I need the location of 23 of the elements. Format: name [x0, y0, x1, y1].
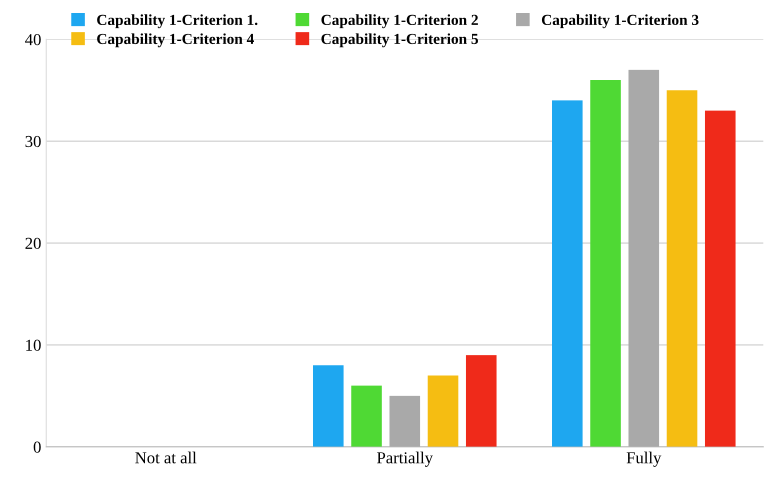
bar — [590, 80, 621, 447]
bar — [389, 396, 420, 447]
bar — [466, 355, 497, 447]
y-tick-label: 20 — [25, 238, 41, 249]
bar — [552, 100, 583, 447]
x-tick-label: Fully — [626, 452, 662, 467]
y-tick-label: 30 — [26, 136, 41, 148]
bar — [704, 110, 736, 447]
bar — [628, 70, 660, 447]
bar — [428, 375, 458, 447]
x-tick-label: Partially — [377, 452, 433, 467]
bar — [666, 90, 698, 447]
legend-label: Capability 1-Criterion 3 — [542, 14, 699, 28]
bar — [351, 386, 382, 447]
y-tick-label: 40 — [25, 34, 41, 46]
x-tick-label: Not at all — [135, 452, 196, 464]
y-tick-label: 10 — [26, 340, 41, 351]
bar — [312, 365, 344, 447]
legend-label: Capability 1-Criterion 4 — [97, 33, 254, 48]
legend-label: Capability 1-Criterion 5 — [321, 33, 478, 48]
y-tick-label: 0 — [34, 442, 41, 453]
legend-label: Capability 1-Criterion 2 — [321, 14, 478, 28]
legend-label: Capability 1-Criterion 1. — [97, 14, 258, 28]
